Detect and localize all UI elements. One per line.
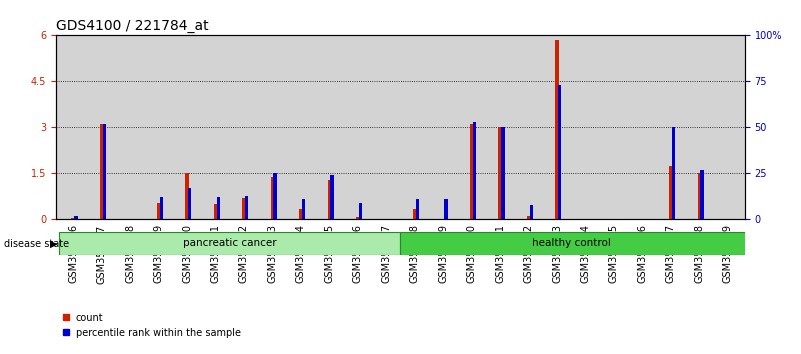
Bar [71, 218, 74, 219]
Bar [299, 209, 303, 219]
Bar [302, 199, 305, 219]
Bar [359, 203, 362, 219]
Bar [330, 175, 334, 219]
Bar [698, 173, 701, 219]
Bar [185, 173, 189, 219]
Bar [271, 177, 274, 219]
Bar [529, 205, 533, 219]
Bar [527, 216, 530, 219]
Bar [700, 170, 704, 219]
Bar [473, 122, 476, 219]
Bar [555, 40, 559, 219]
Bar [501, 127, 505, 219]
Text: disease state: disease state [4, 239, 69, 249]
Bar [157, 202, 160, 219]
Bar [672, 127, 675, 219]
Bar [159, 198, 163, 219]
Bar [470, 124, 473, 219]
Legend: count, percentile rank within the sample: count, percentile rank within the sample [61, 313, 240, 338]
Bar [214, 204, 217, 219]
Bar [328, 179, 331, 219]
Bar [356, 217, 360, 219]
Bar [416, 199, 419, 219]
Text: healthy control: healthy control [532, 238, 610, 249]
Text: pancreatic cancer: pancreatic cancer [183, 238, 276, 249]
Bar [413, 209, 417, 219]
Bar [400, 232, 756, 255]
Text: ▶: ▶ [50, 239, 57, 249]
Bar [74, 216, 78, 219]
Bar [242, 198, 246, 219]
Bar [103, 124, 106, 219]
Bar [216, 198, 220, 219]
Bar [59, 232, 400, 255]
Bar [245, 195, 248, 219]
Text: GDS4100 / 221784_at: GDS4100 / 221784_at [56, 19, 209, 33]
Bar [669, 166, 673, 219]
Bar [445, 199, 448, 219]
Bar [558, 85, 562, 219]
Bar [498, 127, 502, 219]
Bar [188, 188, 191, 219]
Bar [100, 124, 103, 219]
Bar [273, 173, 277, 219]
